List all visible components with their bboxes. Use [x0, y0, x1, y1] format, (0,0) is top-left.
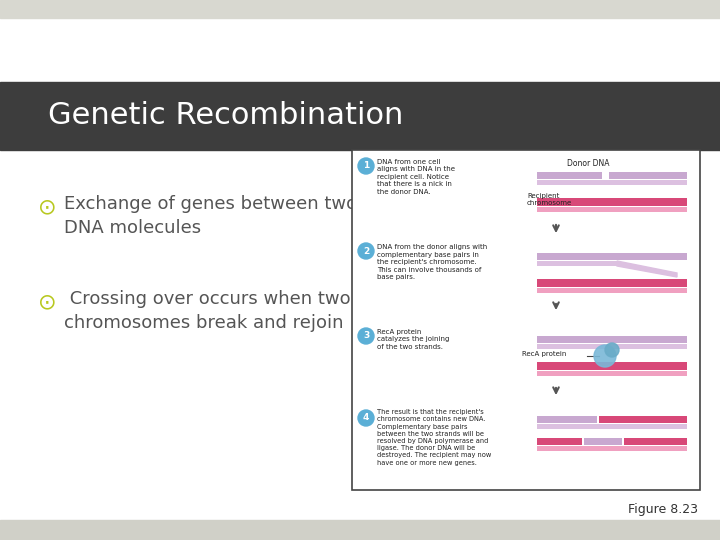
Bar	[624, 438, 687, 445]
Text: ⊙: ⊙	[38, 292, 57, 312]
Bar	[0, 0, 720, 18]
Bar	[537, 371, 687, 376]
Text: Figure 8.23: Figure 8.23	[628, 503, 698, 516]
Text: Exchange of genes between two
DNA molecules: Exchange of genes between two DNA molecu…	[64, 195, 357, 237]
Bar	[537, 344, 687, 349]
Bar	[0, 82, 720, 150]
Bar	[537, 362, 687, 370]
Bar	[537, 424, 687, 429]
Bar	[537, 198, 687, 206]
Bar	[0, 520, 720, 540]
Text: The result is that the recipient's
chromosome contains new DNA.
Complementary ba: The result is that the recipient's chrom…	[377, 409, 491, 465]
Text: Crossing over occurs when two
chromosomes break and rejoin: Crossing over occurs when two chromosome…	[64, 290, 351, 332]
Text: RecA protein: RecA protein	[522, 351, 567, 357]
Bar	[609, 172, 687, 179]
Text: 4: 4	[363, 414, 369, 422]
Circle shape	[605, 343, 619, 357]
Text: Recipient
chromosome: Recipient chromosome	[527, 193, 572, 206]
Bar	[352, 150, 700, 490]
Bar	[537, 336, 687, 343]
Bar	[537, 180, 687, 185]
Text: 2: 2	[363, 246, 369, 255]
Circle shape	[358, 243, 374, 259]
Bar	[537, 446, 687, 451]
Circle shape	[358, 410, 374, 426]
Bar	[599, 416, 687, 423]
Bar	[537, 438, 582, 445]
Circle shape	[358, 158, 374, 174]
Text: Donor DNA: Donor DNA	[567, 159, 610, 168]
Text: DNA from one cell
aligns with DNA in the
recipient cell. Notice
that there is a : DNA from one cell aligns with DNA in the…	[377, 159, 455, 195]
Text: DNA from the donor aligns with
complementary base pairs in
the recipient's chrom: DNA from the donor aligns with complemen…	[377, 244, 487, 280]
Bar	[537, 416, 597, 423]
Bar	[537, 207, 687, 212]
Circle shape	[358, 328, 374, 344]
Polygon shape	[617, 261, 677, 277]
Bar	[537, 172, 602, 179]
Text: Genetic Recombination: Genetic Recombination	[48, 102, 403, 131]
Bar	[584, 438, 622, 445]
Bar	[537, 253, 687, 260]
Bar	[537, 261, 617, 266]
Text: 1: 1	[363, 161, 369, 171]
Text: 3: 3	[363, 332, 369, 341]
Bar	[537, 288, 687, 293]
Bar	[537, 279, 687, 287]
Circle shape	[594, 345, 616, 367]
Text: ⊙: ⊙	[38, 197, 57, 217]
Text: RecA protein
catalyzes the joining
of the two strands.: RecA protein catalyzes the joining of th…	[377, 329, 449, 350]
